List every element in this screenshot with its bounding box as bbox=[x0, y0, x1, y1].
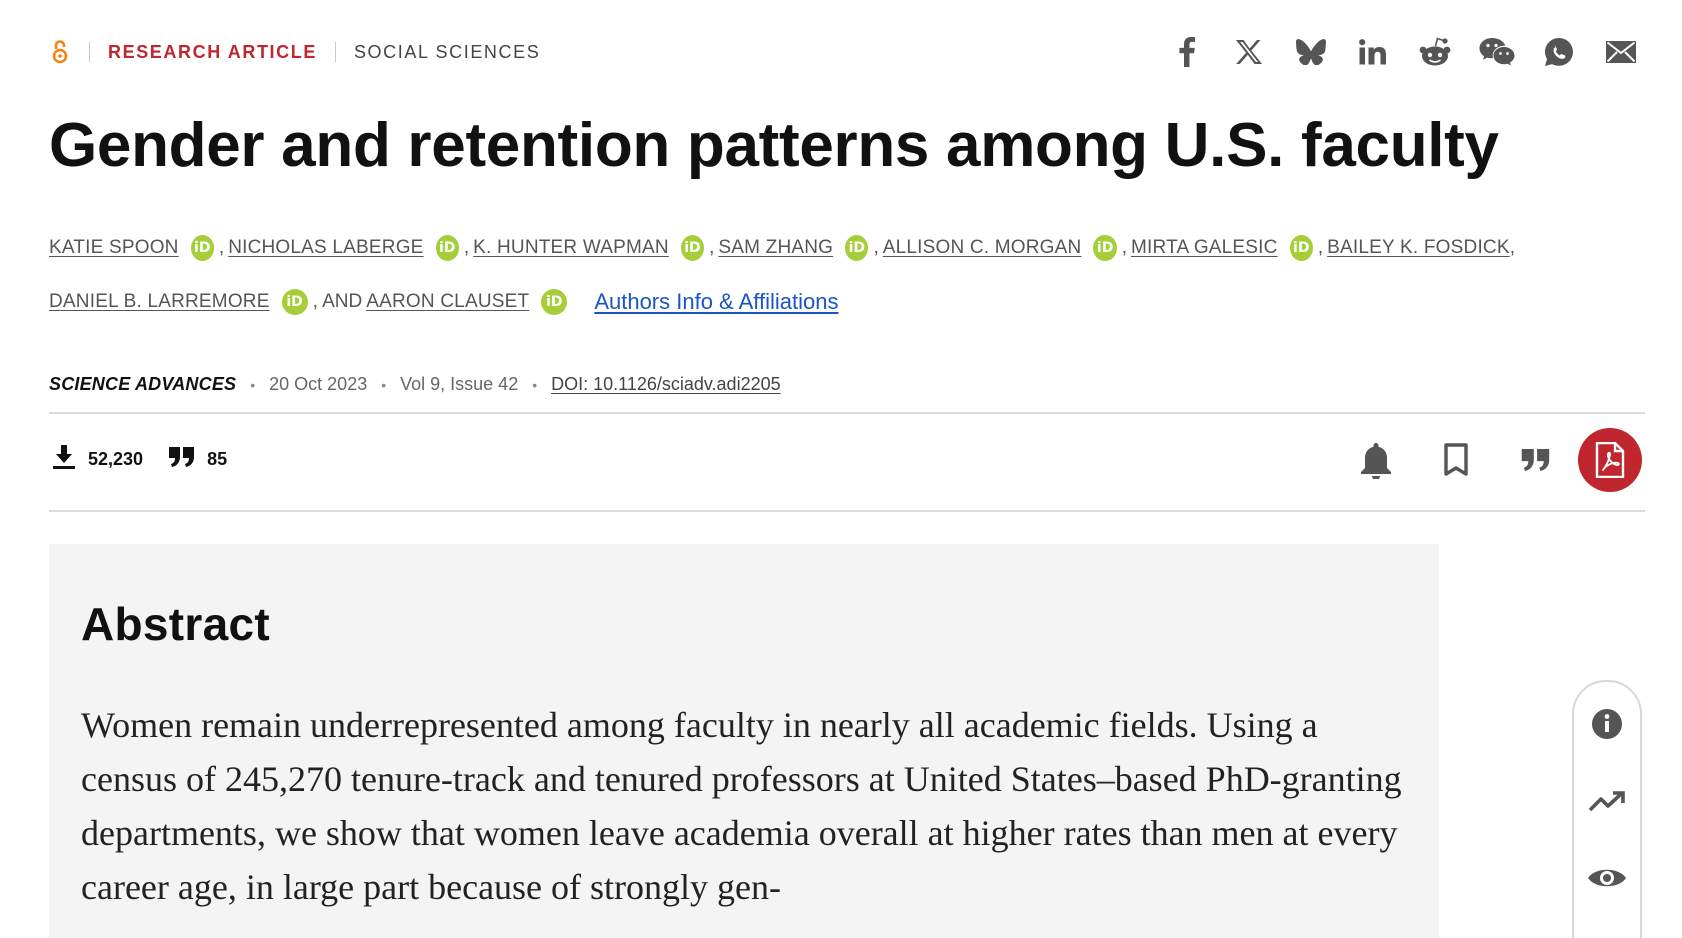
article-metrics: 52,230 85 bbox=[52, 444, 253, 475]
linkedin-icon[interactable] bbox=[1342, 30, 1404, 74]
article-kicker: RESEARCH ARTICLE SOCIAL SCIENCES bbox=[49, 36, 540, 68]
quote-icon[interactable] bbox=[1496, 428, 1576, 492]
abstract-heading: Abstract bbox=[81, 598, 271, 650]
open-access-icon bbox=[49, 37, 71, 67]
author-list: KATIE SPOON iD, NICHOLAS LABERGE iD, K. HUNT… bbox=[49, 228, 1519, 322]
author-separator: , bbox=[1509, 237, 1516, 258]
orcid-icon[interactable]: iD bbox=[541, 289, 568, 315]
author-separator: , bbox=[1121, 237, 1128, 258]
email-icon[interactable] bbox=[1590, 30, 1652, 74]
article-title: Gender and retention patterns among U.S.… bbox=[49, 111, 1499, 180]
abstract-section: Abstract Women remain underrepresented a… bbox=[49, 544, 1439, 938]
meta-separator: • bbox=[532, 376, 538, 393]
publication-meta: SCIENCE ADVANCES • 20 Oct 2023 • Vol 9, … bbox=[49, 374, 781, 395]
doi-link[interactable]: DOI: 10.1126/sciadv.adi2205 bbox=[551, 374, 781, 394]
author-separator: , bbox=[218, 237, 225, 258]
side-toolbar bbox=[1572, 680, 1642, 938]
volume-issue[interactable]: Vol 9, Issue 42 bbox=[400, 374, 519, 394]
bluesky-icon[interactable] bbox=[1280, 30, 1342, 74]
download-count: 52,230 bbox=[88, 449, 144, 469]
author-separator: , bbox=[873, 237, 879, 258]
share-bar bbox=[1156, 30, 1652, 74]
author-line: DANIEL B. LARREMORE iD , AND AARON CLAUS… bbox=[49, 282, 1519, 322]
author-name[interactable]: K. HUNTER WAPMAN bbox=[473, 237, 669, 258]
author-line: KATIE SPOON iD, NICHOLAS LABERGE iD, K. HUNT… bbox=[49, 228, 1519, 268]
orcid-icon[interactable]: iD bbox=[435, 235, 459, 261]
tools-divider bbox=[49, 510, 1645, 512]
author-name[interactable]: BAILEY K. FOSDICK bbox=[1327, 237, 1510, 258]
publication-date: 20 Oct 2023 bbox=[269, 374, 368, 394]
bell-icon[interactable] bbox=[1336, 428, 1416, 492]
author-separator: , bbox=[463, 237, 470, 258]
meta-separator: • bbox=[250, 376, 256, 393]
author-separator: , bbox=[1317, 237, 1324, 258]
bookmark-icon[interactable] bbox=[1416, 428, 1496, 492]
download-icon bbox=[52, 444, 76, 475]
subject-link[interactable]: SOCIAL SCIENCES bbox=[353, 41, 541, 62]
x-icon[interactable] bbox=[1218, 30, 1280, 74]
author-name[interactable]: KATIE SPOON bbox=[49, 237, 179, 258]
orcid-icon[interactable]: iD bbox=[190, 235, 214, 261]
orcid-icon[interactable]: iD bbox=[1289, 235, 1313, 261]
author-name[interactable]: MIRTA GALESIC bbox=[1131, 237, 1278, 258]
wechat-icon[interactable] bbox=[1466, 30, 1528, 74]
citation-icon bbox=[169, 447, 195, 472]
meta-separator: • bbox=[381, 376, 387, 393]
author-conjunction: , AND bbox=[312, 291, 363, 312]
journal-name[interactable]: SCIENCE ADVANCES bbox=[49, 374, 237, 394]
author-name[interactable]: DANIEL B. LARREMORE bbox=[49, 291, 270, 312]
eye-icon[interactable] bbox=[1574, 856, 1640, 900]
author-name[interactable]: SAM ZHANG bbox=[718, 237, 834, 258]
author-separator: , bbox=[709, 237, 715, 258]
citation-count: 85 bbox=[207, 449, 228, 469]
authors-affiliations-link[interactable]: Authors Info & Affiliations bbox=[594, 289, 839, 314]
orcid-icon[interactable]: iD bbox=[845, 235, 869, 261]
orcid-icon[interactable]: iD bbox=[1093, 235, 1117, 261]
reddit-icon[interactable] bbox=[1404, 30, 1466, 74]
info-icon[interactable] bbox=[1574, 702, 1640, 746]
article-tools bbox=[1336, 428, 1642, 492]
abstract-text: Women remain underrepresented among facu… bbox=[81, 705, 1402, 907]
meta-divider bbox=[49, 412, 1645, 414]
whatsapp-icon[interactable] bbox=[1528, 30, 1590, 74]
trending-icon[interactable] bbox=[1574, 780, 1640, 824]
author-name[interactable]: AARON CLAUSET bbox=[366, 291, 530, 312]
kicker-divider bbox=[89, 42, 90, 62]
orcid-icon[interactable]: iD bbox=[680, 235, 705, 261]
article-type-link[interactable]: RESEARCH ARTICLE bbox=[108, 41, 317, 62]
pdf-download-button[interactable] bbox=[1578, 428, 1642, 492]
kicker-divider bbox=[334, 42, 336, 62]
author-name[interactable]: ALLISON C. MORGAN bbox=[882, 237, 1082, 258]
author-name[interactable]: NICHOLAS LABERGE bbox=[228, 237, 424, 258]
pdf-icon bbox=[1595, 442, 1625, 478]
orcid-icon[interactable]: iD bbox=[281, 289, 308, 315]
facebook-icon[interactable] bbox=[1156, 30, 1218, 74]
